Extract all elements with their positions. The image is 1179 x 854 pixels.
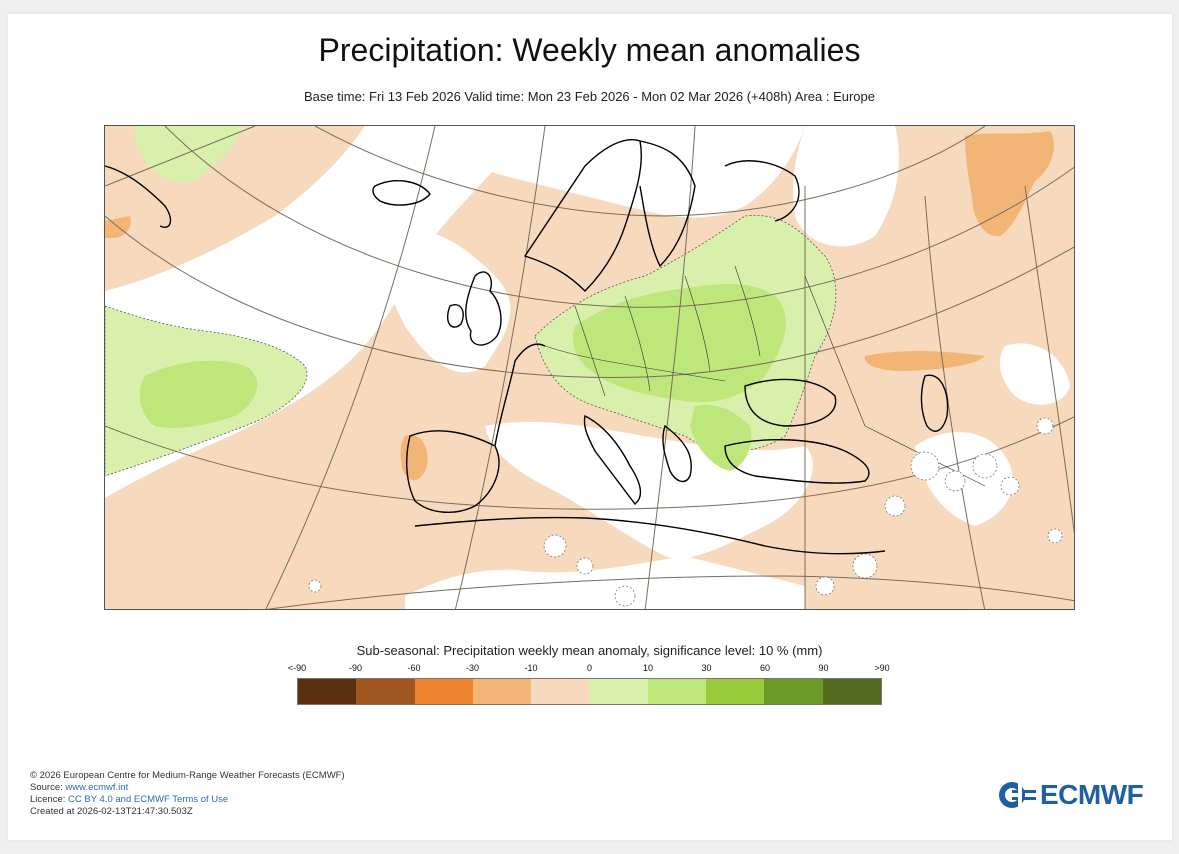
- page-subtitle: Base time: Fri 13 Feb 2026 Valid time: M…: [304, 89, 875, 104]
- source-label: Source:: [30, 782, 66, 793]
- ecmwf-logo-icon: [999, 781, 1036, 809]
- neutral-east-patches-2: [999, 343, 1070, 405]
- footer: © 2026 European Centre for Medium-Range …: [30, 770, 345, 818]
- legend-tick: 60: [759, 663, 771, 673]
- legend-swatch: [531, 679, 590, 704]
- map-svg: [105, 126, 1074, 609]
- wet-greenland: [134, 126, 245, 183]
- neutral-cells: [308, 417, 1063, 607]
- legend-tick: 0: [586, 663, 593, 673]
- copyright-text: © 2026 European Centre for Medium-Range …: [30, 770, 345, 781]
- legend-tick: >90: [874, 663, 890, 673]
- legend-swatches: [297, 678, 882, 705]
- source-line: Source: www.ecmwf.int: [30, 782, 345, 794]
- dry-medium-east-band: [864, 351, 985, 371]
- graticule: [105, 126, 1074, 609]
- created-timestamp: Created at 2026-02-13T21:47:30.503Z: [30, 806, 193, 817]
- legend-swatch: [822, 679, 881, 704]
- legend-tick: <-90: [287, 663, 307, 673]
- licence-link[interactable]: CC BY 4.0 and ECMWF Terms of Use: [68, 794, 229, 805]
- dry-medium-northeast: [965, 131, 1055, 237]
- legend-swatch: [298, 679, 357, 704]
- legend-tick: -30: [465, 663, 480, 673]
- anomaly-map: [104, 125, 1075, 610]
- logo-text: ECMWF: [1040, 779, 1144, 810]
- legend-title: Sub-seasonal: Precipitation weekly mean …: [356, 643, 823, 658]
- legend-tick: 10: [642, 663, 654, 673]
- wet-west-atlantic-core: [139, 360, 258, 428]
- legend-swatch: [589, 679, 648, 704]
- legend-tick: 90: [818, 663, 829, 673]
- licence-line: Licence: CC BY 4.0 and ECMWF Terms of Us…: [30, 794, 345, 806]
- legend-swatch: [764, 679, 823, 704]
- legend-tick: -90: [348, 663, 363, 673]
- colorbar-legend: <-90 -90 -60 -30 -10 0 10 30 60 90 >90: [288, 663, 890, 705]
- legend-swatch: [414, 679, 473, 704]
- neutral-arctic: [365, 126, 805, 218]
- legend-tick: -10: [524, 663, 538, 673]
- neutral-northsea: [381, 229, 511, 373]
- coastlines: [105, 139, 949, 555]
- licence-label: Licence:: [30, 794, 69, 805]
- wet-balkans: [690, 404, 752, 471]
- legend-swatch: [647, 679, 707, 704]
- legend-tick: 30: [701, 663, 712, 673]
- legend-swatch: [706, 679, 765, 704]
- neutral-north-africa: [405, 556, 805, 609]
- ecmwf-logo[interactable]: ECMWF: [998, 779, 1158, 811]
- legend-swatch: [472, 679, 532, 704]
- neutral-northeast: [793, 126, 899, 247]
- source-link[interactable]: www.ecmwf.int: [65, 782, 129, 793]
- borders: [544, 265, 986, 487]
- legend-swatch: [356, 679, 415, 704]
- wet-central-europe-core: [573, 284, 786, 403]
- page-title: Precipitation: Weekly mean anomalies: [318, 32, 861, 68]
- legend-tick: -60: [407, 663, 421, 673]
